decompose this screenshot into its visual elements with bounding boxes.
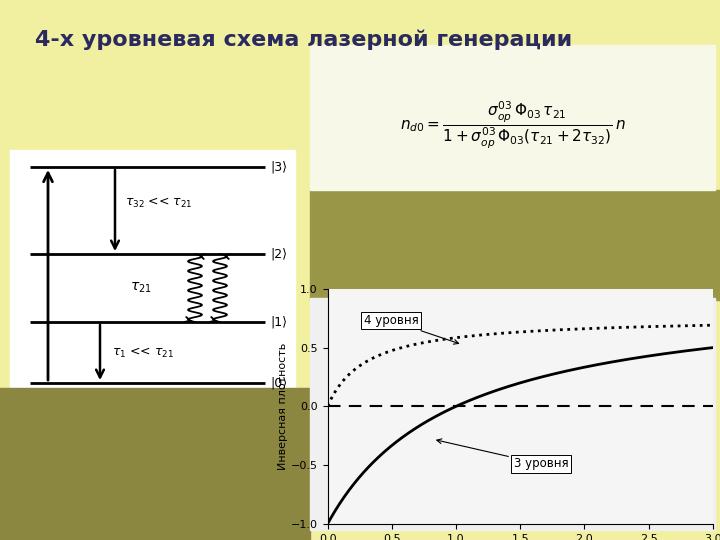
Bar (10, 150, 295, 390)
Text: $\tau_{32}$ << $\tau_{21}$: $\tau_{32}$ << $\tau_{21}$ (125, 195, 193, 210)
Bar (310, 190, 720, 300)
Text: $\tau_1$ << $\tau_{21}$: $\tau_1$ << $\tau_{21}$ (112, 346, 174, 360)
Text: |2⟩: |2⟩ (270, 247, 287, 260)
Text: |3⟩: |3⟩ (270, 160, 287, 173)
Bar (310, 298, 715, 530)
Text: 4 уровня: 4 уровня (364, 314, 459, 344)
Text: $\tau_{21}$: $\tau_{21}$ (130, 281, 152, 295)
Y-axis label: Инверсная плотность: Инверсная плотность (278, 343, 288, 470)
Text: |0⟩: |0⟩ (270, 376, 287, 389)
Text: $n_{d0} = \dfrac{\sigma_{op}^{03}\,\Phi_{03}\,\tau_{21}}{1 + \sigma_{op}^{03}\,\: $n_{d0} = \dfrac{\sigma_{op}^{03}\,\Phi_… (400, 100, 626, 151)
Bar (310, 45, 715, 190)
Text: 3 уровня: 3 уровня (437, 439, 568, 470)
Bar (0, 388, 310, 540)
Text: |1⟩: |1⟩ (270, 315, 287, 328)
Text: 4-х уровневая схема лазерной генерации: 4-х уровневая схема лазерной генерации (35, 30, 572, 51)
